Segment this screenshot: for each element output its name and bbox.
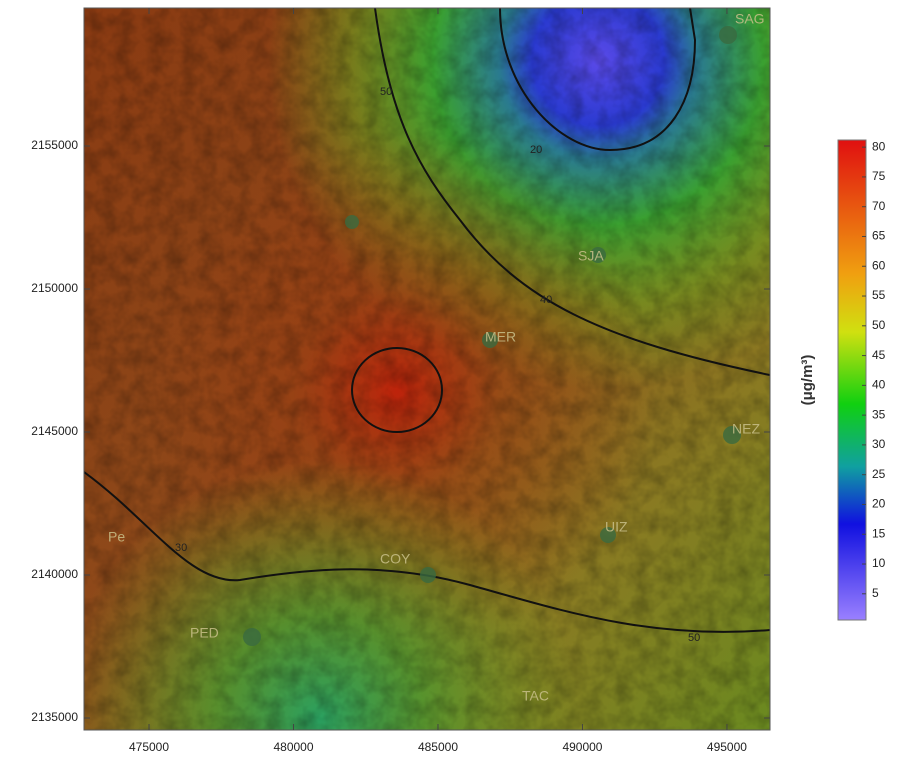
x-tick-label: 480000 xyxy=(273,740,313,754)
colorbar-tick-label: 55 xyxy=(872,288,886,302)
y-tick-label: 2135000 xyxy=(31,710,78,724)
colorbar-tick-label: 80 xyxy=(872,139,886,153)
station-label: COY xyxy=(380,551,411,567)
map-area xyxy=(84,8,770,730)
station-label: UIZ xyxy=(605,519,628,535)
station-label: SAG xyxy=(735,11,765,27)
colorbar-tick-label: 35 xyxy=(872,407,886,421)
y-tick-label: 2140000 xyxy=(31,567,78,581)
station-label: SJA xyxy=(578,248,604,264)
y-tick-label: 2145000 xyxy=(31,424,78,438)
contour-label: 30 xyxy=(175,542,187,554)
colorbar-tick-label: 45 xyxy=(872,348,886,362)
colorbar-tick-label: 5 xyxy=(872,586,879,600)
colorbar-tick-label: 25 xyxy=(872,467,886,481)
colorbar-tick-label: 60 xyxy=(872,258,886,272)
y-tick-label: 2155000 xyxy=(31,138,78,152)
x-tick-label: 475000 xyxy=(129,740,169,754)
colorbar-tick-label: 70 xyxy=(872,199,886,213)
colorbar-label: (μg/m³) xyxy=(799,355,816,406)
station-label: PED xyxy=(190,625,219,641)
contour-label: 50 xyxy=(688,632,700,644)
contour-label: 50 xyxy=(380,86,392,98)
x-tick-label: 485000 xyxy=(418,740,458,754)
station-label: MER xyxy=(485,329,516,345)
contour-label: 20 xyxy=(530,144,542,156)
colorbar-tick-label: 30 xyxy=(872,437,886,451)
station-label: Pe xyxy=(108,529,125,545)
figure: SJA MER NEZ UIZ COY PED Pe TAC SAG 40 50… xyxy=(0,0,902,761)
contour-label: 40 xyxy=(540,294,552,306)
x-tick-label: 495000 xyxy=(707,740,747,754)
x-tick-label: 490000 xyxy=(562,740,602,754)
colorbar-tick-label: 40 xyxy=(872,378,886,392)
colorbar-tick-label: 15 xyxy=(872,526,886,540)
colorbar-tick-label: 20 xyxy=(872,497,886,511)
y-tick-label: 2150000 xyxy=(31,281,78,295)
colorbar-tick-label: 75 xyxy=(872,169,886,183)
station-label: NEZ xyxy=(732,421,760,437)
colorbar xyxy=(838,140,866,620)
colorbar-tick-label: 65 xyxy=(872,229,886,243)
station-label: TAC xyxy=(522,688,549,704)
colorbar-tick-label: 50 xyxy=(872,318,886,332)
colorbar-tick-label: 10 xyxy=(872,556,886,570)
